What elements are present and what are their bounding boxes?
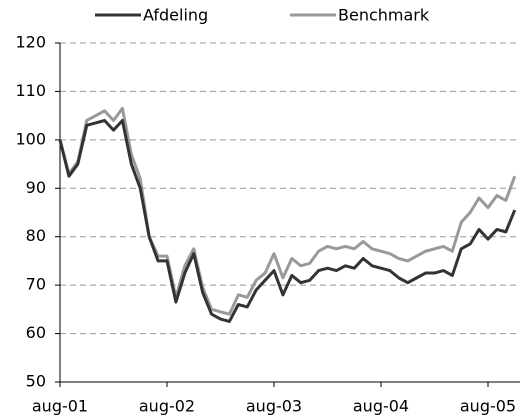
x-tick-label: aug-03 xyxy=(246,397,302,416)
legend-label: Benchmark xyxy=(338,6,430,25)
y-tick-label: 60 xyxy=(26,323,46,342)
y-tick-label: 90 xyxy=(26,178,46,197)
y-tick-label: 100 xyxy=(15,129,46,148)
series-line xyxy=(58,106,517,316)
y-tick-label: 50 xyxy=(26,372,46,391)
x-tick-label: aug-04 xyxy=(353,397,409,416)
x-tick-label: aug-02 xyxy=(139,397,195,416)
series-line xyxy=(58,118,517,323)
y-tick-label: 120 xyxy=(15,33,46,52)
y-tick-label: 80 xyxy=(26,226,46,245)
y-tick-label: 70 xyxy=(26,275,46,294)
legend-label: Afdeling xyxy=(143,6,208,25)
x-tick-label: aug-01 xyxy=(32,397,88,416)
x-tick-label: aug-05 xyxy=(460,397,516,416)
y-tick-label: 110 xyxy=(15,81,46,100)
